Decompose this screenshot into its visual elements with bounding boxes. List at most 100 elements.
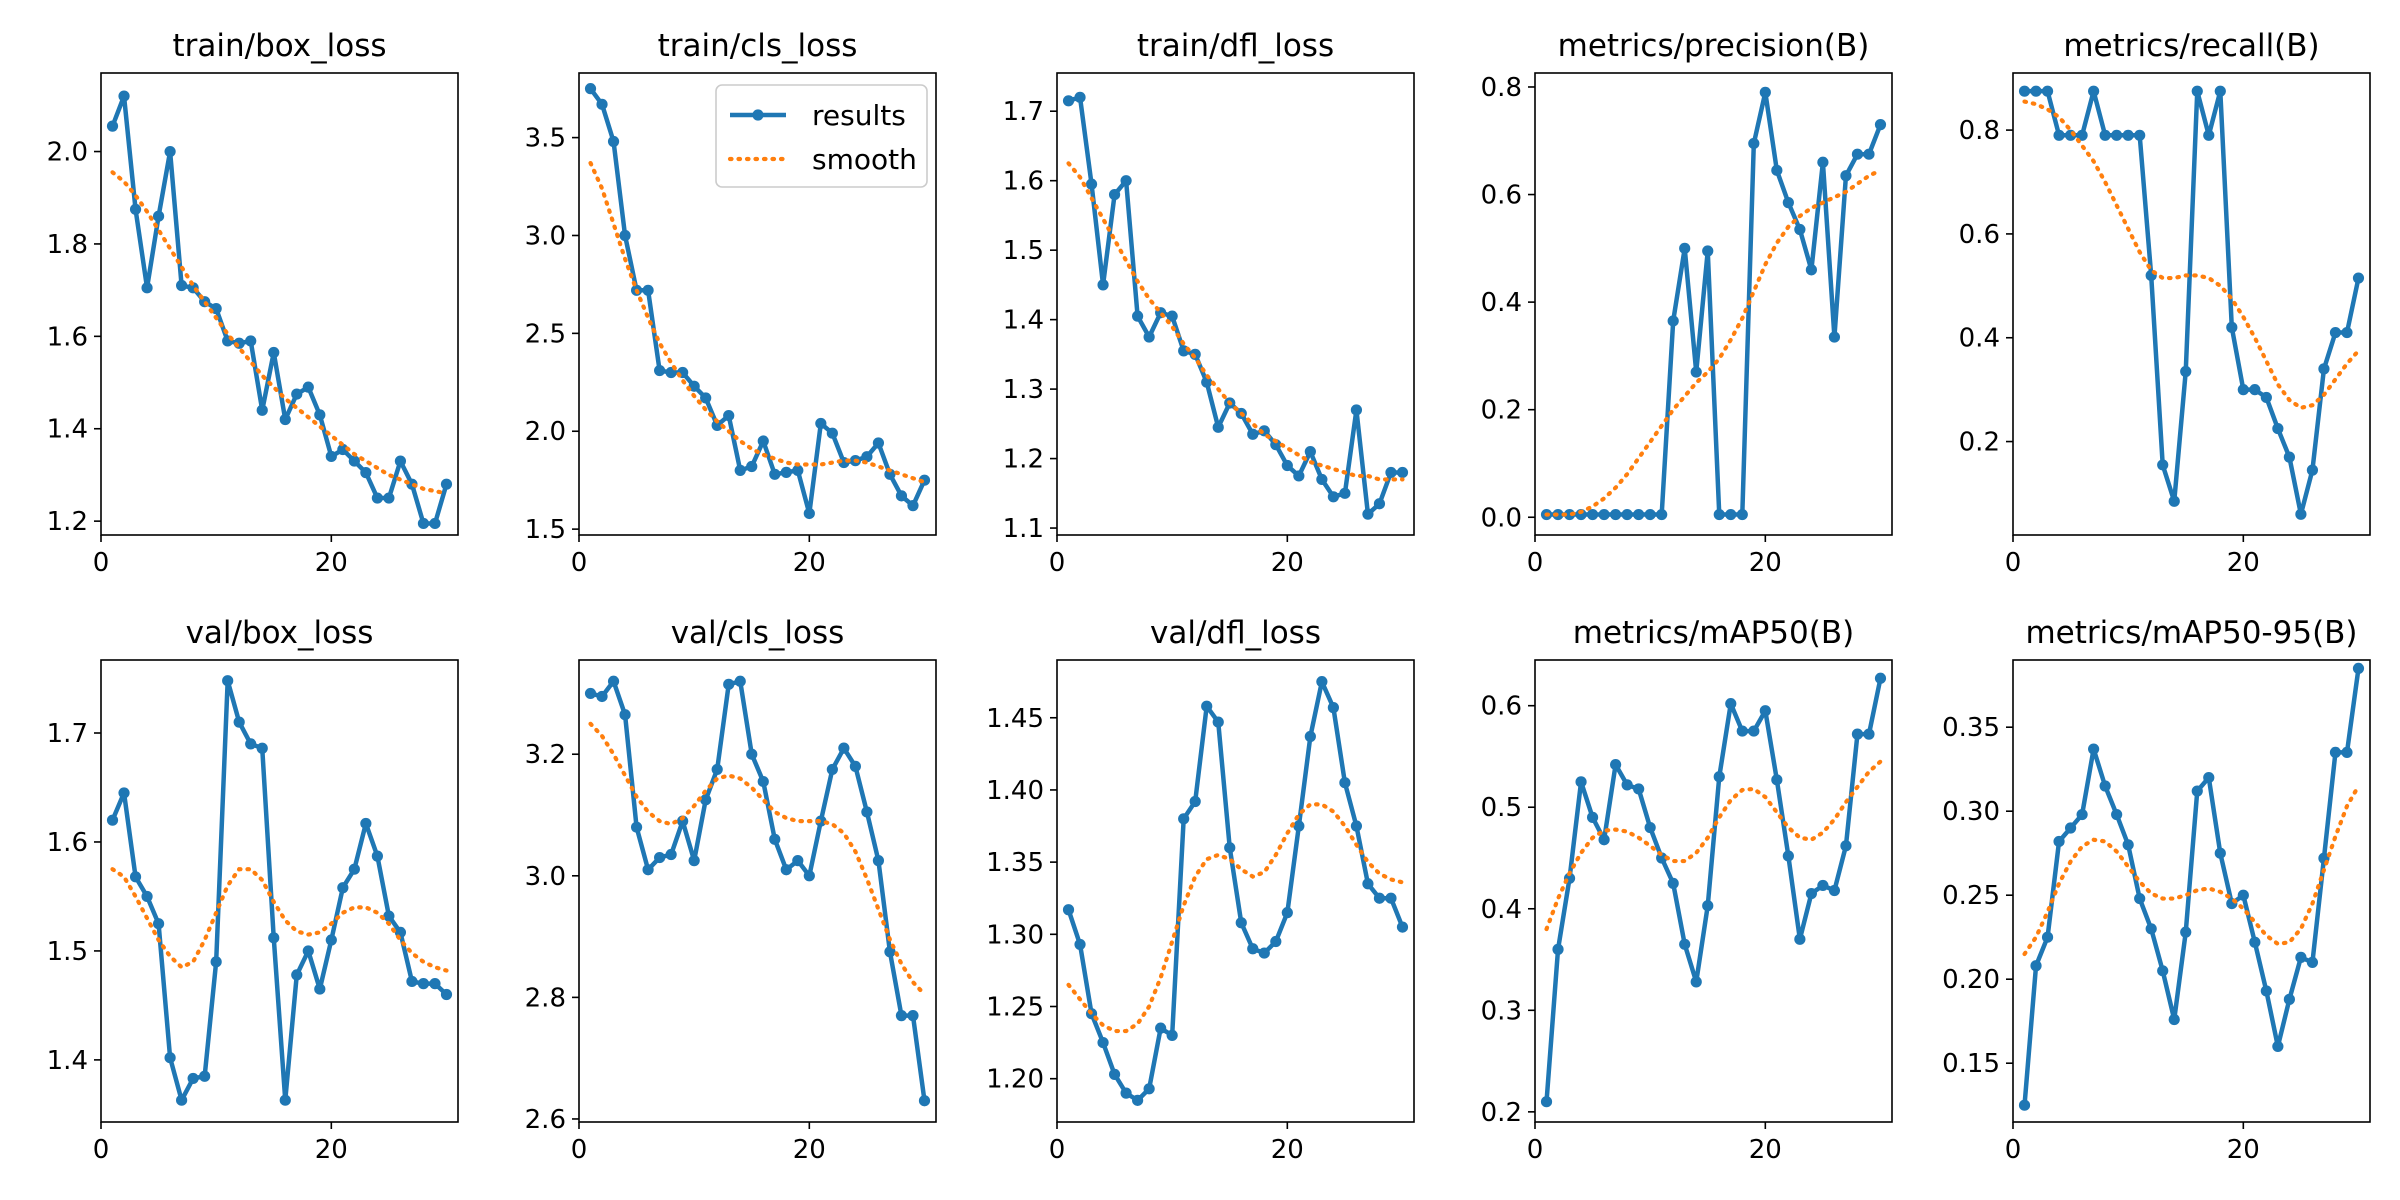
- chart-2-xtick-label: 0: [571, 548, 588, 578]
- chart-2-results-point: [619, 229, 631, 242]
- chart-9-results-point: [1598, 834, 1610, 846]
- chart-6-ytick-label: 1.4: [47, 1046, 88, 1076]
- chart-4-results-point: [1759, 86, 1771, 98]
- chart-10-results-point: [2249, 936, 2261, 948]
- chart-10-results-point: [2030, 960, 2042, 972]
- chart-1-results-point: [118, 90, 130, 102]
- chart-10-results-point: [2099, 780, 2111, 792]
- chart-2-results-point: [700, 392, 712, 404]
- chart-9-results-point: [1782, 850, 1794, 862]
- chart-8-results-point: [1166, 1029, 1178, 1041]
- chart-5-results-line: [2024, 88, 2361, 517]
- chart-1-results-line: [110, 93, 449, 526]
- chart-10-ytick-label: 0.15: [1942, 1049, 2000, 1079]
- chart-2-results-point: [895, 490, 908, 502]
- chart-10-results-point: [2306, 956, 2319, 969]
- chart-5-results-point: [2249, 384, 2261, 396]
- chart-5-results-point: [2226, 321, 2238, 333]
- chart-1-results-point: [429, 517, 441, 530]
- chart-7-axes-frame: [578, 659, 937, 1123]
- chart-9-results-point: [1759, 705, 1771, 717]
- chart-7-results-point: [872, 855, 885, 867]
- chart-5-ytick-label: 0.8: [1959, 116, 2000, 146]
- chart-10-results-point: [2180, 926, 2192, 938]
- chart-7-results-point: [803, 870, 815, 882]
- chart-8-ytick-label: 1.45: [986, 704, 1044, 734]
- chart-8-results-line: [1066, 679, 1405, 1103]
- chart-5-results-point: [2237, 384, 2249, 396]
- chart-9-ytick-label: 0.2: [1481, 1098, 1522, 1128]
- chart-9-results-point: [1713, 771, 1725, 783]
- chart-6-title: val/box_loss: [186, 615, 374, 651]
- chart-3-results-point: [1212, 421, 1224, 433]
- chart-2-results-point: [642, 284, 654, 296]
- chart-4-results-point: [1863, 148, 1875, 160]
- chart-4-results-point: [1702, 245, 1714, 257]
- chart-9-results-point: [1610, 758, 1622, 771]
- chart-9-results-point: [1690, 976, 1702, 988]
- chart-2-results-point: [734, 464, 746, 476]
- chart-2-panel: train/cls_loss 1.5 2.0 2.5 3.0 3.5 0 20 results s…: [525, 28, 937, 578]
- chart-3-results-point: [1327, 491, 1339, 503]
- chart-7-ytick-label: 3.2: [525, 740, 566, 770]
- chart-3-results-point: [1362, 508, 1374, 520]
- chart-8-results-point: [1224, 842, 1236, 854]
- chart-8-results-point: [1350, 820, 1363, 832]
- chart-7-results-point: [711, 763, 723, 776]
- chart-5-results-point: [2295, 508, 2307, 520]
- chart-4-results-point: [1621, 508, 1633, 521]
- chart-9-smooth-line: [1544, 759, 1883, 932]
- chart-4-title: metrics/precision(B): [1558, 28, 1870, 64]
- chart-8-results-point: [1132, 1094, 1144, 1106]
- chart-7-panel: val/cls_loss 2.6 2.8 3.0 3.2 0 20: [525, 615, 937, 1165]
- chart-1-results-point: [268, 346, 280, 359]
- chart-10-results-point: [2041, 931, 2054, 943]
- chart-8-results-point: [1108, 1068, 1121, 1080]
- chart-7-results-point: [918, 1095, 931, 1107]
- chart-3-results-point: [1074, 91, 1086, 103]
- chart-10-results-point: [2122, 839, 2134, 851]
- chart-1-ytick-label: 1.2: [47, 507, 88, 537]
- chart-10-results-line: [2022, 668, 2361, 1106]
- chart-7-results-point: [734, 675, 746, 687]
- chart-8-smooth-line: [1066, 802, 1405, 1034]
- chart-9-ytick-label: 0.5: [1481, 793, 1522, 823]
- chart-2-results-point: [688, 380, 700, 392]
- chart-10-results-point: [2260, 985, 2272, 997]
- chart-5-ytick-label: 0.6: [1959, 220, 2000, 250]
- chart-3-ytick-label: 1.4: [1003, 306, 1044, 336]
- chart-4-ytick-label: 0.0: [1481, 503, 1522, 533]
- chart-10-panel: metrics/mAP50-95(B) 0.15 0.20 0.25 0.30 0.35 0…: [1942, 615, 2371, 1165]
- chart-5-title: metrics/recall(B): [2063, 28, 2319, 64]
- chart-1-title: train/box_loss: [172, 28, 386, 64]
- chart-5-results-point: [2018, 85, 2031, 97]
- chart-1-results-point: [348, 455, 360, 467]
- chart-7-results-point: [665, 848, 677, 861]
- chart-7-ytick-label: 2.8: [525, 983, 566, 1013]
- chart-8-results-point: [1339, 777, 1351, 789]
- chart-4-results-point: [1586, 508, 1599, 521]
- chart-6-axes-frame: [100, 659, 459, 1123]
- chart-1-results-point: [291, 388, 303, 400]
- chart-6-results-point: [302, 945, 314, 957]
- chart-2-results-point: [711, 419, 723, 431]
- chart-6-results-point: [233, 716, 245, 728]
- chart-4-ytick-label: 0.8: [1481, 73, 1522, 103]
- chart-4-results-point: [1598, 508, 1610, 521]
- chart-3-axes-frame: [1056, 72, 1415, 536]
- chart-6-panel: val/box_loss 1.4 1.5 1.6 1.7 0 20: [47, 615, 459, 1165]
- chart-8-results-point: [1235, 917, 1247, 929]
- chart-9-results-point: [1771, 774, 1783, 786]
- chart-10-results-point: [2145, 923, 2157, 935]
- chart-7-results-point: [895, 1010, 908, 1022]
- chart-5-results-point: [2041, 85, 2054, 97]
- chart-8-results-point: [1143, 1083, 1155, 1095]
- chart-1-results-point: [360, 467, 372, 479]
- chart-3-results-point: [1097, 279, 1109, 291]
- chart-3-results-point: [1350, 404, 1363, 416]
- chart-4-results-point: [1736, 508, 1748, 521]
- chart-7-results-point: [907, 1010, 919, 1022]
- chart-3-results-point: [1143, 331, 1155, 343]
- chart-7-results-point: [654, 851, 666, 864]
